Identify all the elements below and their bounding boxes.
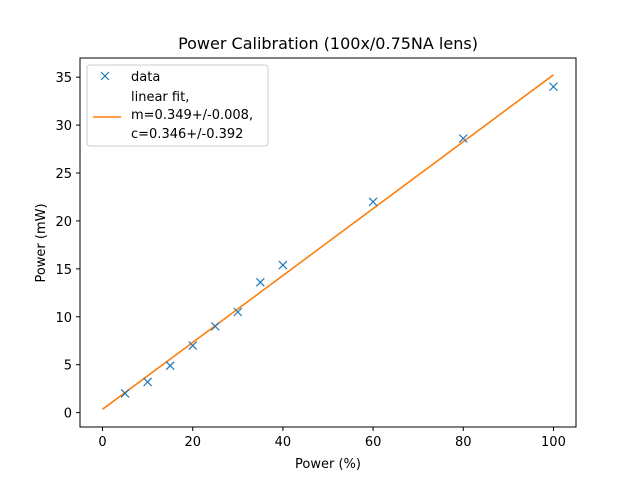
x-axis-label: Power (%) (295, 457, 361, 472)
data-point (188, 341, 198, 350)
data-point (165, 361, 175, 371)
fit-line (102, 74, 554, 410)
x-tick-label: 100 (541, 435, 566, 450)
x-tick-label: 0 (98, 435, 106, 450)
legend-box (86, 64, 269, 147)
y-tick-label: 30 (55, 119, 72, 134)
y-axis-ticks: 0 5 10 15 20 25 30 35 (55, 71, 80, 422)
chart-title: Power Calibration (100x/0.75NA lens) (178, 34, 478, 53)
data-point (549, 82, 558, 92)
data-point (120, 389, 130, 398)
legend-label-fit-line: linear fit, (131, 90, 189, 105)
data-point (210, 321, 220, 331)
legend-label-data: data (131, 70, 160, 85)
y-tick-label: 15 (55, 263, 72, 278)
x-tick-label: 60 (365, 435, 382, 450)
data-point (458, 134, 468, 143)
plot-area (79, 57, 577, 428)
y-tick-label: 20 (55, 215, 72, 230)
data-point (233, 307, 243, 317)
x-tick-label: 40 (275, 435, 292, 450)
y-tick-label: 25 (55, 167, 72, 182)
y-axis-label: Power (mW) (34, 203, 49, 282)
y-tick-label: 35 (55, 71, 72, 86)
x-tick-label: 80 (455, 435, 472, 450)
data-point (368, 197, 378, 207)
y-tick-label: 0 (64, 407, 72, 422)
legend: data linear fit, m=0.349+/-0.008, c=0.346+/… (86, 64, 269, 147)
legend-marker-data (100, 71, 110, 81)
data-point (255, 277, 265, 287)
y-tick-label: 5 (64, 359, 72, 374)
legend-label-fit-line: m=0.349+/-0.008, (131, 108, 253, 123)
series-layer (102, 74, 558, 410)
data-point (143, 377, 153, 387)
x-axis-ticks: 0 20 40 60 80 100 (98, 427, 566, 450)
legend-label-fit-line: c=0.346+/-0.392 (131, 127, 243, 142)
plot-frame (79, 57, 577, 428)
y-tick-label: 10 (55, 311, 72, 326)
x-tick-label: 20 (184, 435, 201, 450)
data-point (278, 260, 288, 270)
